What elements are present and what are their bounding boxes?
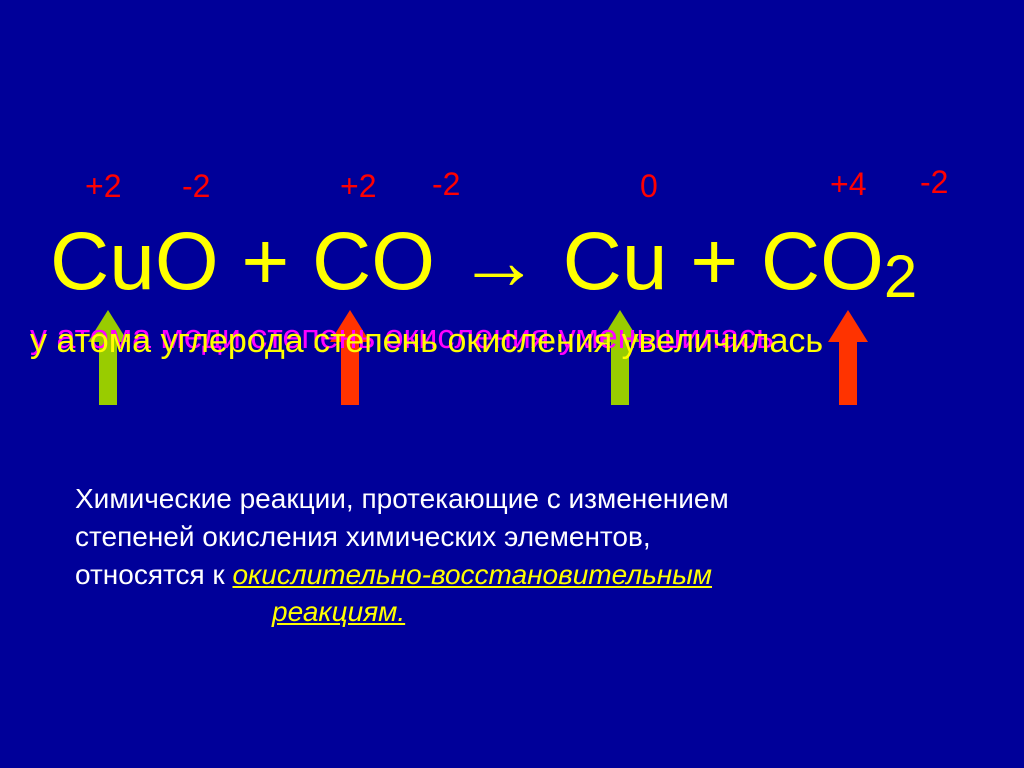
answer-text: реакциям. <box>272 596 405 627</box>
ox-label: -2 <box>182 168 210 205</box>
chemical-equation: CuO + CO → Cu + CO2 <box>50 215 917 309</box>
equation-subscript: 2 <box>884 243 917 310</box>
definition-prefix: относятся к <box>75 559 232 590</box>
ox-label: +4 <box>830 166 866 203</box>
definition-line: реакциям. <box>75 593 729 631</box>
definition-line: степеней окисления химических элементов, <box>75 518 729 556</box>
definition-text: Химические реакции, протекающие с измене… <box>75 480 729 631</box>
slide-stage: +2 -2 +2 -2 0 +4 -2 CuO + CO → Cu + CO2 … <box>0 0 1024 768</box>
ox-label: +2 <box>340 168 376 205</box>
definition-line: относятся к окислительно-восстановительн… <box>75 556 729 594</box>
ox-label: +2 <box>85 168 121 205</box>
caption-front: у атома углерода степень окисления увели… <box>30 322 823 361</box>
ox-label: -2 <box>920 164 948 201</box>
ox-label: -2 <box>432 166 460 203</box>
arrow-up-icon <box>828 310 868 405</box>
definition-line: Химические реакции, протекающие с измене… <box>75 480 729 518</box>
equation-main: CuO + CO → Cu + CO <box>50 216 884 307</box>
ox-label: 0 <box>640 168 658 205</box>
answer-text: окислительно-восстановительным <box>232 559 712 590</box>
